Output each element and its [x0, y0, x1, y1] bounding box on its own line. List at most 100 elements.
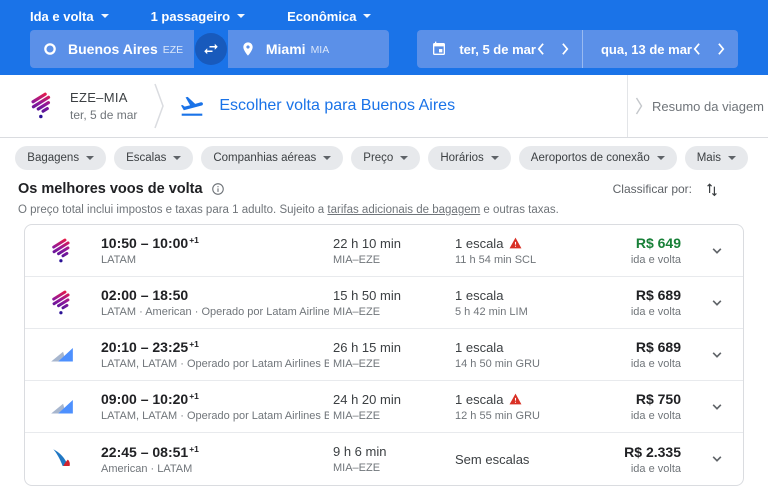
expand-flight-button[interactable] — [695, 241, 739, 261]
stops-label: Sem escalas — [455, 451, 530, 467]
baggage-fees-link[interactable]: tarifas adicionais de bagagem — [327, 204, 481, 216]
choose-return-title: Escolher volta para Buenos Aires — [219, 97, 456, 114]
fare-type-label: ida e volta — [630, 254, 681, 266]
stops-label: 1 escala — [455, 391, 504, 407]
filter-chip[interactable]: Aeroportos de conexão — [518, 146, 677, 170]
origin-field[interactable]: Buenos Aires EZE — [30, 30, 195, 68]
flight-duration: 22 h 10 min — [333, 235, 401, 251]
place-pin-icon — [243, 42, 253, 56]
chevron-down-icon — [712, 403, 722, 410]
outbound-leg-breadcrumb[interactable]: EZE–MIA ter, 5 de mar — [0, 90, 137, 122]
return-date-next-button[interactable] — [717, 42, 726, 56]
return-date: qua, 13 de mar — [600, 41, 692, 57]
depart-date: ter, 5 de mar — [459, 41, 536, 57]
dropdown-caret-icon — [490, 156, 499, 160]
stop-detail: 5 h 42 min LIM — [455, 305, 528, 318]
origin-code: EZE — [162, 44, 184, 56]
trip-type-dropdown[interactable]: Ida e volta — [30, 9, 109, 24]
route-label: MIA–EZE — [333, 305, 381, 318]
subtitle-text: O preço total inclui impostos e taxas pa… — [18, 204, 328, 216]
cabin-class-dropdown[interactable]: Econômica — [287, 9, 372, 24]
stop-detail: 14 h 50 min GRU — [455, 357, 540, 370]
swap-gap — [194, 30, 228, 68]
subtitle-text: e outras taxas. — [480, 204, 559, 216]
fare-type-label: ida e volta — [630, 306, 681, 318]
stop-detail: 12 h 55 min GRU — [455, 409, 540, 422]
trip-type-label: Ida e volta — [30, 8, 94, 24]
destination-field[interactable]: Miami MIA — [227, 30, 390, 68]
filter-chip[interactable]: Companhias aéreas — [201, 146, 344, 170]
stop-detail: 11 h 54 min SCL — [455, 253, 537, 266]
depart-date-prev-button[interactable] — [536, 42, 545, 56]
price: R$ 689 — [635, 339, 681, 355]
breadcrumb-chevron-icon — [153, 79, 165, 133]
origin-circle-icon — [44, 43, 56, 55]
dropdown-caret-icon — [656, 156, 665, 160]
airlines-label: LATAM, LATAM · Operado por Latam Airline… — [101, 410, 329, 422]
depart-date-section[interactable]: ter, 5 de mar — [417, 30, 583, 68]
origin-city: Buenos Aires — [68, 41, 158, 57]
dropdown-caret-icon — [728, 156, 736, 160]
warning-icon — [509, 237, 522, 249]
route-label: MIA–EZE — [333, 357, 381, 370]
swap-airports-button[interactable] — [195, 33, 228, 65]
expand-flight-button[interactable] — [695, 293, 739, 313]
airline-logo — [45, 290, 79, 316]
sort-control: Classificar por: — [613, 181, 750, 197]
search-banner: Ida e volta 1 passageiro Econômica Bueno… — [0, 0, 768, 75]
choose-return-step: Escolher volta para Buenos Aires — [173, 93, 627, 119]
filter-chip[interactable]: Preço — [351, 146, 421, 170]
stops-label: 1 escala — [455, 339, 504, 355]
itinerary-bar: EZE–MIA ter, 5 de mar Escolher volta par… — [0, 75, 768, 138]
filter-chip[interactable]: Mais — [684, 146, 748, 170]
leg-route: EZE–MIA — [70, 90, 128, 105]
calendar-icon — [433, 41, 446, 55]
flight-times: 02:00 – 18:50 — [101, 287, 189, 303]
expand-flight-button[interactable] — [695, 397, 739, 417]
price: R$ 2.335 — [624, 443, 681, 460]
return-date-prev-button[interactable] — [692, 42, 701, 56]
dropdown-caret-icon — [237, 14, 246, 18]
dropdown-caret-icon — [173, 156, 182, 160]
stops-label: 1 escala — [455, 287, 504, 303]
flight-land-icon — [181, 96, 204, 116]
filter-chip-label: Companhias aéreas — [213, 152, 317, 164]
results-subtitle: O preço total inclui impostos e taxas pa… — [18, 204, 750, 216]
expand-flight-button[interactable] — [695, 345, 739, 365]
passengers-dropdown[interactable]: 1 passageiro — [151, 9, 246, 24]
dropdown-caret-icon — [100, 14, 109, 18]
filter-chip-label: Aeroportos de conexão — [530, 152, 650, 164]
flights-list: 10:50 – 10:00+1 LATAM 22 h 10 min MIA–EZ… — [24, 224, 744, 486]
flight-row[interactable]: 09:00 – 10:20+1 LATAM, LATAM · Operado p… — [25, 381, 743, 433]
price: R$ 649 — [635, 235, 681, 251]
flight-duration: 26 h 15 min — [333, 339, 401, 355]
flight-row[interactable]: 22:45 – 08:51+1 American · LATAM 9 h 6 m… — [25, 433, 743, 485]
price: R$ 750 — [635, 391, 681, 407]
airlines-label: LATAM — [101, 254, 137, 266]
trip-summary-breadcrumb[interactable]: Resumo da viagem — [627, 75, 768, 137]
trip-options-bar: Ida e volta 1 passageiro Econômica — [30, 6, 738, 26]
expand-flight-button[interactable] — [695, 449, 739, 469]
swap-horiz-icon — [204, 43, 218, 55]
airline-logo — [45, 394, 79, 420]
chevron-down-icon — [712, 456, 722, 462]
flight-row[interactable]: 10:50 – 10:00+1 LATAM 22 h 10 min MIA–EZ… — [25, 225, 743, 277]
airline-logo — [45, 342, 79, 368]
destination-code: MIA — [310, 44, 330, 56]
return-date-section[interactable]: qua, 13 de mar — [583, 30, 738, 68]
fare-type-label: ida e volta — [630, 410, 681, 422]
filter-chip-label: Preço — [363, 152, 394, 164]
flight-row[interactable]: 20:10 – 23:25+1 LATAM, LATAM · Operado p… — [25, 329, 743, 381]
filter-chip[interactable]: Escalas — [114, 146, 194, 170]
filter-chip[interactable]: Bagagens — [15, 146, 107, 170]
depart-date-next-button[interactable] — [561, 42, 570, 56]
chevron-down-icon — [712, 247, 722, 254]
info-icon[interactable] — [211, 182, 225, 196]
dropdown-caret-icon — [363, 14, 372, 18]
leg-date: ter, 5 de mar — [70, 108, 138, 122]
filter-chip[interactable]: Horários — [428, 146, 511, 170]
route-label: MIA–EZE — [333, 253, 381, 266]
route-label: MIA–EZE — [333, 462, 381, 474]
flight-row[interactable]: 02:00 – 18:50 LATAM · American · Operado… — [25, 277, 743, 329]
sort-button[interactable] — [704, 181, 720, 197]
